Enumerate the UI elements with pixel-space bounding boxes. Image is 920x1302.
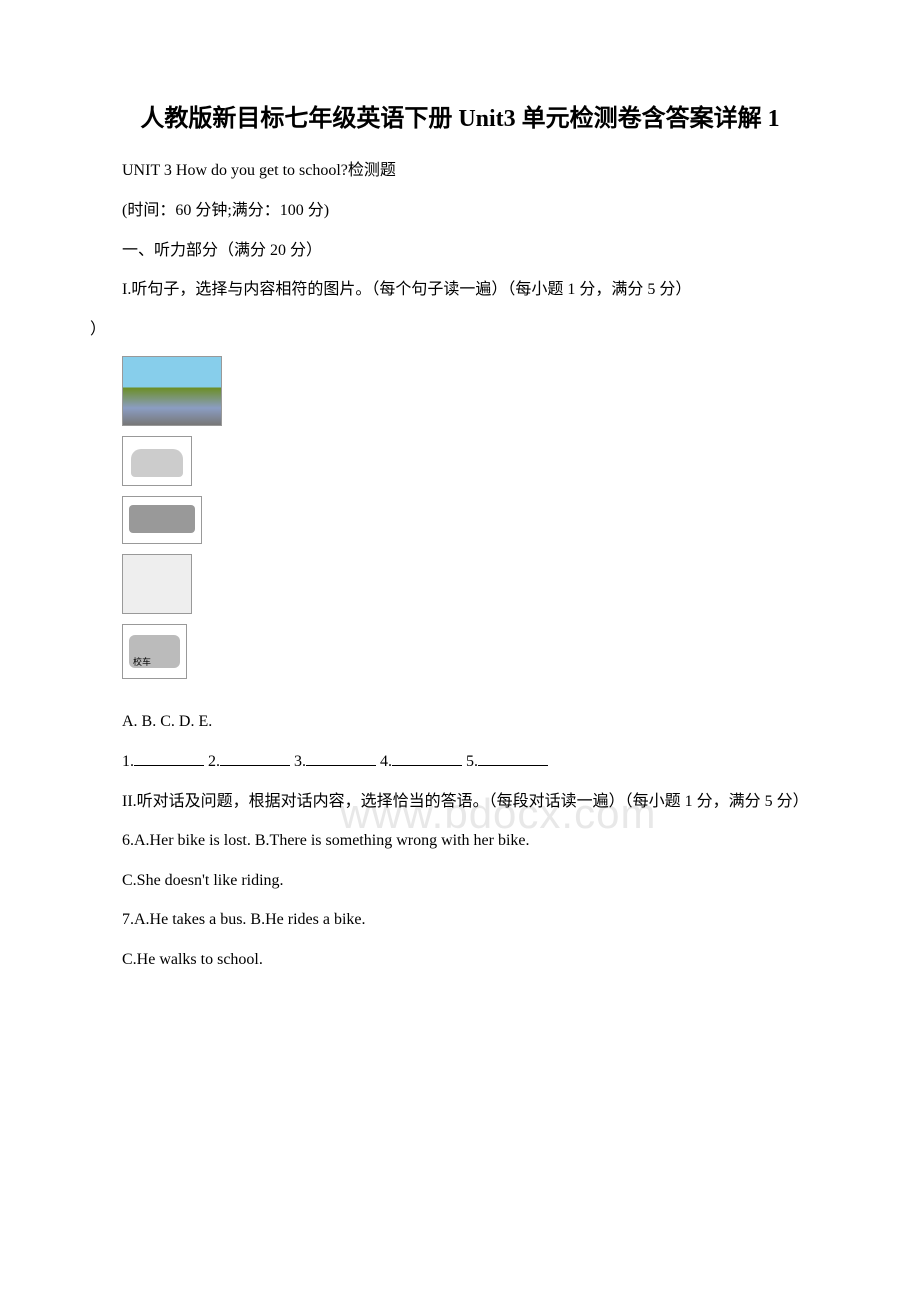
blank-3-label: 3.: [294, 753, 306, 770]
q7-ab: 7.A.He takes a bus. B.He rides a bike.: [90, 907, 830, 933]
answer-blanks: 1. 2. 3. 4. 5.: [90, 749, 830, 775]
section-II-instruction: II.听对话及问题，根据对话内容，选择恰当的答语。（每段对话读一遍）（每小题 1…: [90, 789, 830, 815]
blank-5[interactable]: [478, 750, 548, 766]
blank-2-label: 2.: [208, 753, 220, 770]
q6-ab: 6.A.Her bike is lost. B.There is somethi…: [90, 828, 830, 854]
bus-image: [122, 496, 202, 544]
blank-2[interactable]: [220, 750, 290, 766]
subtitle: UNIT 3 How do you get to school?检测题: [90, 158, 830, 184]
image-option-3: [122, 496, 830, 544]
bike-image: [122, 554, 192, 614]
image-option-2: [122, 436, 830, 486]
taxi-image: [122, 436, 192, 486]
blank-3[interactable]: [306, 750, 376, 766]
options-label: A. B. C. D. E.: [90, 709, 830, 735]
section-I-instruction: I.听句子，选择与内容相符的图片。（每个句子读一遍）（每小题 1 分，满分 5 …: [90, 277, 830, 303]
blank-4-label: 4.: [380, 753, 392, 770]
section1-header: 一、听力部分（满分 20 分）: [90, 238, 830, 264]
blank-1-label: 1.: [122, 753, 134, 770]
time-info: (时间：60 分钟;满分：100 分): [90, 198, 830, 224]
q6-c: C.She doesn't like riding.: [90, 868, 830, 894]
image-option-5: [122, 624, 830, 679]
image-option-1: [122, 356, 830, 426]
q7-c: C.He walks to school.: [90, 947, 830, 973]
student-walking-image: [122, 356, 222, 426]
document-title: 人教版新目标七年级英语下册 Unit3 单元检测卷含答案详解 1: [90, 100, 830, 138]
blank-5-label: 5.: [466, 753, 478, 770]
close-paren: ）: [90, 317, 830, 343]
school-bus-image: [122, 624, 187, 679]
image-option-4: [122, 554, 830, 614]
blank-1[interactable]: [134, 750, 204, 766]
blank-4[interactable]: [392, 750, 462, 766]
